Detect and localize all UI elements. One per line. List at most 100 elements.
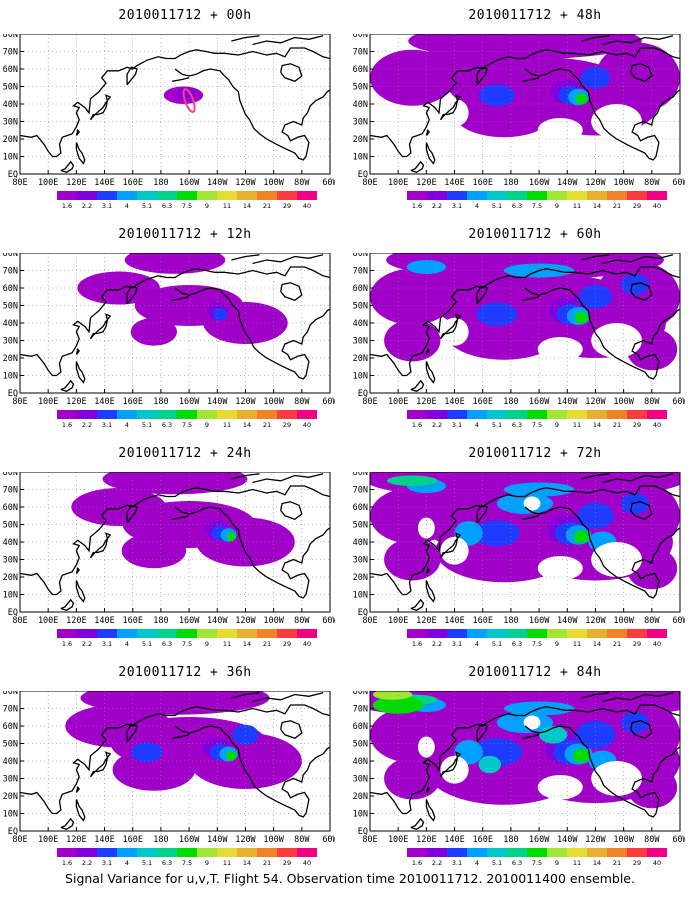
lat-tick-label: 70N [3,486,18,496]
legend-level-label: 2.2 [82,202,92,210]
lon-tick-label: 120W [585,616,606,626]
lon-tick-label: 100E [388,835,408,845]
low-variance-gap [523,715,541,730]
legend-level-label: 14 [243,640,251,648]
lon-tick-label: 80W [294,397,310,407]
legend-level-label: 3.1 [452,859,462,867]
legend-level-label: 7.5 [182,421,192,429]
legend-level-label: 11 [223,202,231,210]
variance-region [574,311,589,324]
lat-tick-label: EQ [358,827,368,837]
forecast-map: EQ 10N 20N 30N 40N 50N 60N 70N 80N 80E 100E 120E 140… [3,472,335,648]
coastline [60,160,75,174]
lon-tick-label: 80W [294,178,310,188]
legend-swatch [607,629,627,638]
lon-tick-label: 80W [644,835,660,845]
lat-tick-label: 60N [353,503,368,513]
lon-tick-label: 160E [472,835,492,845]
coastline [60,817,75,831]
lat-tick-label: 50N [353,521,368,531]
coastline [425,566,431,574]
legend-level-label: 21 [613,421,621,429]
lon-tick-label: 160W [179,397,200,407]
variance-region [370,268,455,325]
legend-swatch [177,848,197,857]
legend-swatch [547,848,567,857]
legend-swatch [407,848,427,857]
lon-tick-label: 100W [263,397,284,407]
variance-region [384,757,441,800]
lon-tick-label: 80W [294,616,310,626]
legend-swatch [277,629,297,638]
coastline [581,473,610,480]
legend-level-label: 2.2 [432,859,442,867]
low-variance-gap [591,104,642,139]
coastline [89,532,112,559]
coastline [75,347,81,355]
coastline [522,515,540,520]
lat-tick-label: 40N [3,757,18,767]
lon-tick-label: 160E [122,835,142,845]
coastline [60,598,75,612]
lat-tick-label: 20N [3,135,18,145]
lon-tick-label: 80W [644,178,660,188]
coastline [75,128,81,136]
legend-level-label: 7.5 [182,640,192,648]
legend-swatch [77,848,97,857]
legend-level-label: 2.2 [82,421,92,429]
lon-tick-label: 80E [362,178,377,188]
legend-level-label: 3.1 [102,640,112,648]
lon-tick-label: 100W [613,397,634,407]
coastline [425,347,431,355]
legend-swatch [467,191,487,200]
coastline [20,704,330,815]
lat-tick-label: 10N [353,591,368,601]
lat-tick-label: 30N [3,118,18,128]
legend-level-label: 29 [633,640,641,648]
coastline [581,254,610,261]
legend-level-label: 5.1 [492,859,502,867]
legend-swatch [157,848,177,857]
legend-colorbar: 1.6 2.2 3.1 4 5.1 6.3 7.5 9 11 14 21 29 40 [407,191,667,210]
lat-tick-label: 10N [3,153,18,163]
lon-tick-label: 140E [444,397,464,407]
legend-swatch [407,410,427,419]
legend-level-label: 21 [613,859,621,867]
lon-tick-label: 120W [235,178,256,188]
legend-swatch [567,848,587,857]
lon-tick-label: 120W [585,178,606,188]
legend-level-label: 5.1 [142,202,152,210]
lat-tick-label: 80N [3,691,18,697]
legend-swatch [297,410,317,419]
legend-level-label: 5.1 [142,859,152,867]
legend-swatch [507,848,527,857]
legend-swatch [647,410,667,419]
legend-level-label: 40 [303,859,311,867]
lon-tick-label: 120W [585,835,606,845]
legend-swatch [77,191,97,200]
legend-swatch [587,629,607,638]
legend-level-label: 6.3 [162,202,172,210]
legend-level-label: 11 [573,421,581,429]
legend-swatch [137,629,157,638]
lat-tick-label: 10N [353,153,368,163]
variance-region [478,84,515,107]
legend-colorbar: 1.6 2.2 3.1 4 5.1 6.3 7.5 9 11 14 21 29 40 [407,410,667,429]
low-variance-gap [537,775,583,800]
lon-tick-label: 100W [263,616,284,626]
lon-tick-label: 160E [122,178,142,188]
legend-level-label: 5.1 [142,421,152,429]
coastline [524,287,680,380]
legend-level-label: 14 [243,202,251,210]
variance-region [573,530,590,544]
variance-region [77,271,160,305]
coastline [280,282,303,302]
coastline [231,254,260,261]
coastline [126,723,138,743]
lon-tick-label: 160E [122,397,142,407]
legend-level-label: 1.6 [62,202,72,210]
variance-region [131,742,163,763]
lon-tick-label: 180 [503,616,518,626]
lat-tick-label: 40N [3,538,18,548]
legend-colorbar: 1.6 2.2 3.1 4 5.1 6.3 7.5 9 11 14 21 29 40 [407,848,667,867]
